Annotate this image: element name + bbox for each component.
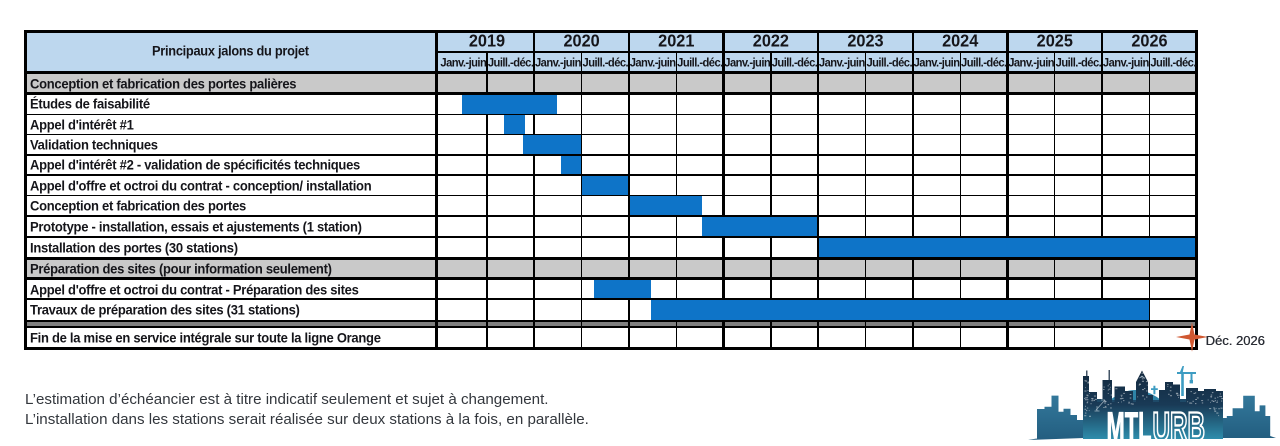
svg-text:MTL: MTL <box>1107 404 1152 446</box>
svg-text:URB: URB <box>1153 404 1206 446</box>
